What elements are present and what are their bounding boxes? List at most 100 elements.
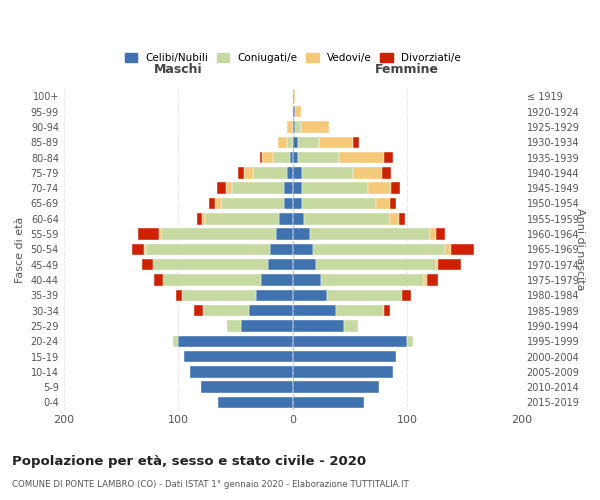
Bar	[144, 244, 146, 255]
Bar	[278, 136, 287, 148]
Bar	[287, 136, 293, 148]
Bar	[407, 336, 413, 347]
Bar	[244, 167, 253, 178]
Bar	[293, 396, 364, 408]
Y-axis label: Fasce di età: Fasce di età	[15, 216, 25, 282]
Bar	[190, 366, 293, 378]
Bar	[142, 259, 153, 270]
Bar	[159, 228, 161, 240]
Bar	[221, 198, 284, 209]
Bar	[154, 274, 163, 286]
Bar	[202, 213, 205, 224]
Bar	[336, 305, 385, 316]
Bar	[262, 152, 273, 164]
Bar	[344, 320, 358, 332]
Bar	[273, 152, 290, 164]
Bar	[353, 167, 382, 178]
Bar	[194, 305, 203, 316]
Bar	[238, 167, 244, 178]
Bar	[295, 121, 301, 132]
Bar	[298, 136, 319, 148]
Bar	[203, 305, 249, 316]
Bar	[293, 290, 327, 301]
Bar	[390, 198, 396, 209]
Bar	[275, 228, 293, 240]
Bar	[293, 136, 298, 148]
Bar	[253, 167, 287, 178]
Bar	[302, 182, 368, 194]
Bar	[316, 259, 436, 270]
Bar	[268, 259, 293, 270]
Bar	[293, 213, 304, 224]
Bar	[293, 274, 322, 286]
Bar	[293, 90, 295, 102]
Bar	[293, 244, 313, 255]
Bar	[293, 336, 407, 347]
Bar	[293, 366, 394, 378]
Bar	[293, 305, 336, 316]
Bar	[304, 213, 390, 224]
Bar	[302, 167, 353, 178]
Y-axis label: Anni di nascita: Anni di nascita	[575, 208, 585, 290]
Bar	[163, 274, 260, 286]
Bar	[430, 228, 436, 240]
Bar	[302, 198, 376, 209]
Bar	[217, 182, 226, 194]
Bar	[293, 259, 316, 270]
Bar	[293, 106, 295, 118]
Bar	[451, 244, 473, 255]
Bar	[390, 213, 399, 224]
Bar	[301, 121, 329, 132]
Bar	[232, 182, 284, 194]
Bar	[226, 182, 232, 194]
Bar	[368, 182, 391, 194]
Bar	[287, 121, 293, 132]
Bar	[270, 244, 293, 255]
Bar	[427, 274, 438, 286]
Bar	[290, 152, 293, 164]
Bar	[284, 198, 293, 209]
Bar	[173, 336, 178, 347]
Bar	[401, 290, 410, 301]
Bar	[293, 167, 302, 178]
Bar	[178, 336, 293, 347]
Bar	[310, 228, 430, 240]
Bar	[445, 244, 451, 255]
Bar	[298, 152, 338, 164]
Bar	[176, 290, 182, 301]
Bar	[436, 228, 445, 240]
Bar	[376, 198, 390, 209]
Bar	[215, 198, 221, 209]
Bar	[279, 213, 293, 224]
Text: Popolazione per età, sesso e stato civile - 2020: Popolazione per età, sesso e stato civil…	[12, 455, 366, 468]
Bar	[438, 259, 461, 270]
Bar	[161, 228, 275, 240]
Bar	[293, 382, 379, 393]
Bar	[391, 182, 400, 194]
Bar	[319, 136, 353, 148]
Bar	[436, 259, 438, 270]
Bar	[260, 274, 293, 286]
Bar	[197, 213, 202, 224]
Bar	[322, 274, 424, 286]
Bar	[295, 106, 301, 118]
Bar	[293, 320, 344, 332]
Bar	[424, 274, 427, 286]
Bar	[353, 136, 359, 148]
Bar	[138, 228, 159, 240]
Bar	[227, 320, 241, 332]
Text: Maschi: Maschi	[154, 64, 203, 76]
Bar	[293, 152, 298, 164]
Bar	[260, 152, 262, 164]
Bar	[182, 290, 256, 301]
Bar	[205, 213, 279, 224]
Bar	[146, 244, 270, 255]
Bar	[293, 228, 310, 240]
Bar	[133, 244, 144, 255]
Bar	[209, 198, 215, 209]
Bar	[287, 167, 293, 178]
Bar	[313, 244, 445, 255]
Bar	[382, 167, 391, 178]
Legend: Celibi/Nubili, Coniugati/e, Vedovi/e, Divorziati/e: Celibi/Nubili, Coniugati/e, Vedovi/e, Di…	[121, 49, 465, 68]
Bar	[201, 382, 293, 393]
